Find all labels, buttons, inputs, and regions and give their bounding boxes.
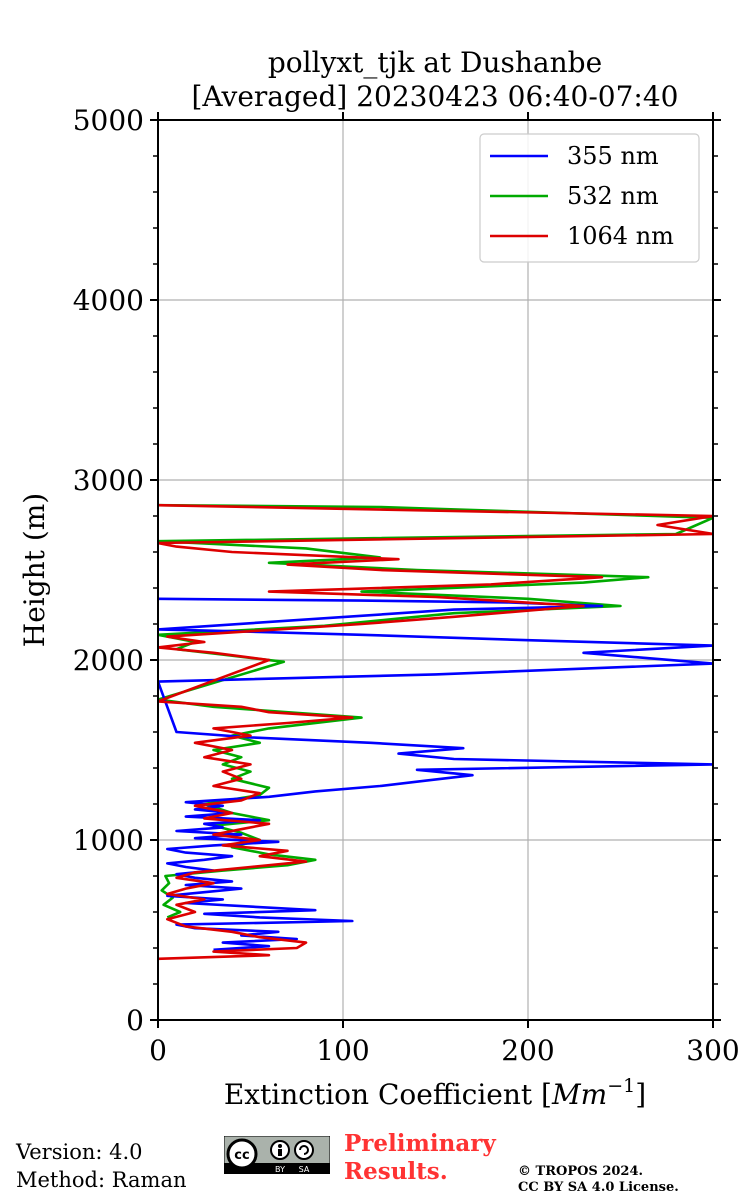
by-text: BY xyxy=(275,1165,285,1174)
series-line-1064-nm xyxy=(158,505,713,959)
y-tick-label-1: 1000 xyxy=(73,824,144,857)
chart-subtitle: [Averaged] 20230423 06:40-07:40 xyxy=(192,80,679,113)
x-tick-label-2: 200 xyxy=(501,1034,554,1067)
copyright-line-1: © TROPOS 2024. xyxy=(518,1164,679,1180)
y-tick-label-2: 2000 xyxy=(73,644,144,677)
y-tick-label-0: 0 xyxy=(126,1004,144,1037)
copyright-line-2: CC BY SA 4.0 License. xyxy=(518,1180,679,1196)
legend: 355 nm 532 nm 1064 nm xyxy=(480,134,699,262)
y-axis-label: Height (m) xyxy=(18,493,51,647)
series-line-532-nm xyxy=(158,505,713,917)
chart-svg: pollyxt_tjk at Dushanbe [Averaged] 20230… xyxy=(0,0,750,1130)
method-text: Method: Raman xyxy=(16,1166,187,1194)
x-tick-label-1: 100 xyxy=(316,1034,369,1067)
preliminary-line-1: Preliminary xyxy=(344,1130,496,1158)
x-axis-label-exp: −1 xyxy=(607,1075,635,1097)
legend-label-2: 1064 nm xyxy=(567,222,674,250)
cc-by-sa-badge: cc BY SA xyxy=(224,1136,330,1174)
version-text: Version: 4.0 xyxy=(16,1138,143,1166)
chart-title: pollyxt_tjk at Dushanbe xyxy=(268,46,602,79)
sa-text: SA xyxy=(299,1165,310,1174)
x-tick-label-0: 0 xyxy=(149,1034,167,1067)
legend-label-0: 355 nm xyxy=(567,142,659,170)
x-axis-label: Extinction Coefficient [Mm−1] xyxy=(224,1075,646,1111)
preliminary-results: Preliminary Results. xyxy=(344,1130,496,1186)
y-tick-label-4: 4000 xyxy=(73,284,144,317)
x-tick-label-3: 300 xyxy=(686,1034,739,1067)
x-axis-label-text: Extinction Coefficient [ xyxy=(224,1078,552,1111)
y-tick-label-5: 5000 xyxy=(73,104,144,137)
copyright-notice: © TROPOS 2024. CC BY SA 4.0 License. xyxy=(518,1164,679,1196)
series-layer xyxy=(158,505,713,959)
legend-label-1: 532 nm xyxy=(567,182,659,210)
x-axis-label-unit: Mm xyxy=(551,1078,607,1111)
y-tick-label-3: 3000 xyxy=(73,464,144,497)
x-axis-label-close: ] xyxy=(635,1078,646,1111)
preliminary-line-2: Results. xyxy=(344,1158,496,1186)
cc-logo-text: cc xyxy=(234,1148,249,1163)
sa-share-icon xyxy=(295,1141,313,1159)
